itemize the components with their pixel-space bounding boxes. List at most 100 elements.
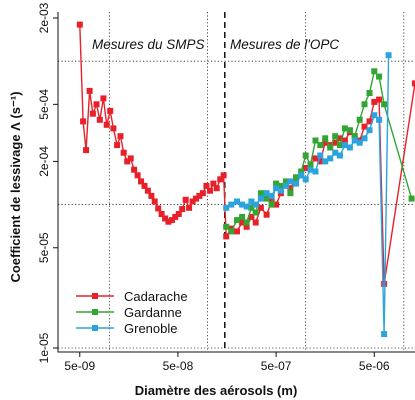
point-gardanne-2 [234, 217, 240, 224]
point-cadarache-12 [117, 133, 124, 140]
point-gardanne-30 [371, 68, 378, 75]
point-cadarache-49 [252, 219, 259, 226]
y-tick-label-0: 1e-05 [37, 332, 51, 363]
legend-item-gardanne: Gardanne [76, 305, 182, 320]
point-gardanne-26 [351, 133, 358, 140]
point-grenoble-2 [234, 198, 240, 205]
point-grenoble-7 [257, 195, 264, 202]
point-grenoble-33 [385, 52, 392, 59]
point-cadarache-56 [287, 185, 294, 192]
point-cadarache-50 [257, 204, 264, 211]
point-cadarache-41 [217, 176, 224, 183]
point-gardanne-20 [322, 135, 329, 142]
point-gardanne-25 [346, 127, 353, 134]
plot-frame [57, 12, 415, 353]
point-cadarache-15 [127, 155, 134, 162]
point-grenoble-20 [322, 158, 329, 165]
point-grenoble-1 [228, 201, 235, 208]
point-cadarache-38 [207, 187, 213, 194]
point-cadarache-28 [172, 213, 179, 220]
point-cadarache-21 [148, 192, 155, 199]
point-cadarache-17 [134, 172, 141, 179]
point-cadarache-8 [103, 121, 110, 128]
point-gardanne-1 [228, 228, 235, 235]
point-grenoble-5 [248, 198, 255, 205]
annotation-opc: Mesures de l'OPC [230, 37, 339, 52]
point-grenoble-17 [307, 166, 314, 173]
point-cadarache-24 [158, 211, 165, 217]
point-cadarache-36 [199, 190, 206, 197]
y-tick-label-3: 5e-04 [37, 89, 51, 120]
point-gardanne-22 [332, 133, 339, 140]
point-grenoble-9 [268, 192, 275, 199]
point-grenoble-10 [273, 185, 280, 192]
point-grenoble-21 [327, 155, 334, 162]
x-tick-label-2: 5e-07 [261, 359, 292, 373]
point-cadarache-31 [182, 196, 189, 203]
x-tick-label-0: 5e-09 [64, 359, 95, 373]
point-grenoble-3 [239, 201, 246, 208]
point-cadarache-62 [317, 158, 324, 165]
point-cadarache-32 [186, 204, 193, 211]
point-gardanne-11 [277, 182, 284, 189]
point-grenoble-8 [263, 190, 270, 197]
point-cadarache-18 [138, 178, 144, 185]
point-gardanne-5 [248, 204, 255, 211]
point-grenoble-19 [317, 152, 324, 159]
legend-item-grenoble: Grenoble [76, 321, 177, 336]
point-gardanne-17 [307, 161, 314, 168]
y-axis-title: Coefficient de lessivage Λ (s⁻¹) [8, 91, 23, 282]
point-grenoble-15 [298, 172, 305, 179]
point-gardanne-6 [252, 209, 259, 216]
point-grenoble-12 [283, 182, 289, 189]
y-tick-label-4: 2e-03 [37, 2, 51, 33]
point-cadarache-19 [141, 182, 148, 189]
data-series [76, 21, 415, 338]
axes: 5e-09 5e-08 5e-07 5e-06 1e-05 5e-05 2e-04 5e-04… [37, 2, 415, 373]
point-cadarache-72 [366, 118, 373, 125]
point-cadarache-30 [179, 206, 186, 213]
point-cadarache-35 [196, 192, 203, 199]
point-cadarache-5 [93, 101, 100, 108]
point-gardanne-32 [381, 101, 388, 108]
point-gardanne-3 [239, 213, 246, 220]
point-cadarache-61 [312, 155, 319, 162]
point-gardanne-4 [243, 219, 250, 226]
point-cadarache-63 [322, 139, 329, 146]
point-cadarache-23 [155, 205, 162, 212]
point-cadarache-6 [96, 116, 103, 123]
point-gardanne-31 [376, 73, 383, 80]
point-cadarache-7 [100, 95, 107, 102]
point-grenoble-25 [346, 144, 353, 151]
point-cadarache-16 [131, 166, 138, 173]
point-grenoble-28 [361, 135, 368, 142]
point-cadarache-11 [114, 142, 121, 149]
point-grenoble-22 [332, 149, 339, 156]
point-gardanne-24 [341, 125, 348, 132]
point-gardanne-29 [366, 90, 373, 96]
legend-label-grenoble: Grenoble [124, 321, 177, 336]
point-gardanne-16 [302, 152, 309, 159]
point-cadarache-46 [239, 219, 246, 226]
point-cadarache-71 [361, 123, 368, 130]
legend-marker-gardanne [92, 309, 98, 315]
point-grenoble-16 [302, 176, 309, 183]
point-cadarache-40 [213, 185, 220, 192]
point-grenoble-32 [381, 331, 388, 338]
point-gardanne-10 [273, 180, 280, 187]
y-tick-label-1: 5e-05 [37, 232, 51, 263]
point-gardanne-33 [408, 195, 415, 202]
point-cadarache-47 [243, 223, 250, 230]
legend-label-cadarache: Cadarache [124, 289, 188, 304]
point-cadarache-27 [168, 217, 175, 224]
point-gardanne-23 [337, 142, 343, 149]
point-grenoble-13 [287, 178, 294, 185]
point-cadarache-20 [144, 187, 151, 194]
annotation-smps: Mesures du SMPS [92, 37, 205, 52]
point-gardanne-19 [317, 142, 324, 149]
point-cadarache-13 [120, 149, 127, 156]
point-cadarache-22 [151, 198, 158, 205]
point-grenoble-0 [223, 204, 230, 211]
point-cadarache-53 [273, 201, 280, 208]
